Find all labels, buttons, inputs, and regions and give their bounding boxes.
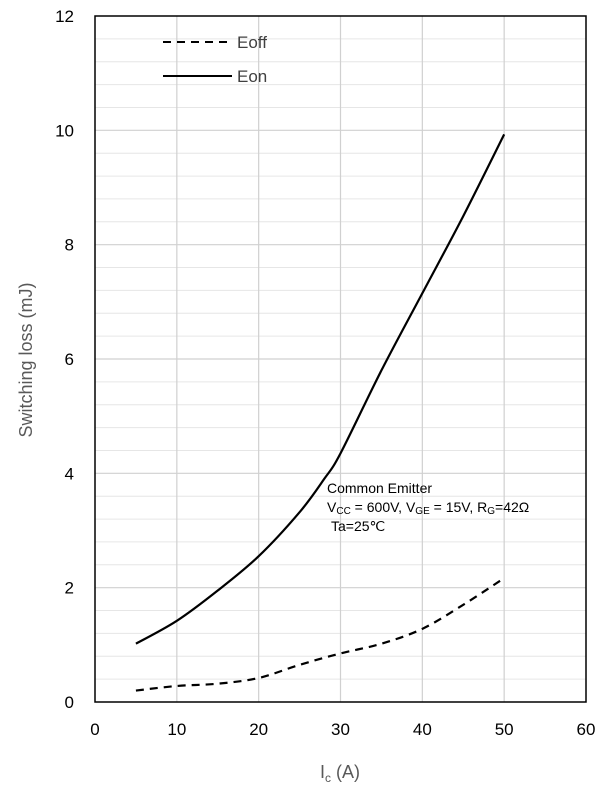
x-tick-label: 60 (577, 720, 596, 739)
legend-label-eoff: Eoff (237, 33, 267, 52)
x-axis-title-sub: c (325, 771, 331, 785)
annotation-line-1: Common Emitter (327, 480, 432, 496)
x-tick-label: 40 (413, 720, 432, 739)
plot-area-border (94, 15, 587, 703)
series-line-eoff (135, 579, 501, 692)
series-layer (135, 133, 506, 692)
x-tick-label: 0 (90, 720, 99, 739)
legend-label-eon: Eon (237, 67, 267, 86)
y-tick-label: 12 (55, 7, 74, 26)
series-line-eon (135, 133, 506, 645)
annotation-line-3: Ta=25℃ (331, 518, 385, 534)
y-tick-label: 10 (55, 121, 74, 140)
x-axis-ticks: 0 10 20 30 40 50 60 (90, 720, 595, 739)
annotation-line-2: VCC = 600V, VGE = 15V, RG=42Ω (327, 499, 529, 517)
y-tick-label: 4 (65, 464, 74, 483)
major-gridlines (95, 16, 586, 702)
y-tick-label: 2 (65, 579, 74, 598)
x-axis-title-main: I (320, 762, 325, 782)
y-axis-ticks: 0 2 4 6 8 10 12 (55, 7, 74, 712)
y-tick-label: 8 (65, 236, 74, 255)
y-tick-label: 0 (65, 693, 74, 712)
y-axis-title: Switching loss (mJ) (16, 282, 36, 437)
y-tick-label: 6 (65, 350, 74, 369)
x-axis-title: Ic (A) (320, 762, 360, 785)
x-tick-label: 20 (249, 720, 268, 739)
x-tick-label: 10 (167, 720, 186, 739)
test-conditions-annotation: Common Emitter VCC = 600V, VGE = 15V, RG… (327, 480, 529, 534)
x-tick-label: 50 (495, 720, 514, 739)
legend: Eoff Eon (163, 33, 267, 86)
x-tick-label: 30 (331, 720, 350, 739)
x-axis-title-unit: (A) (331, 762, 360, 782)
